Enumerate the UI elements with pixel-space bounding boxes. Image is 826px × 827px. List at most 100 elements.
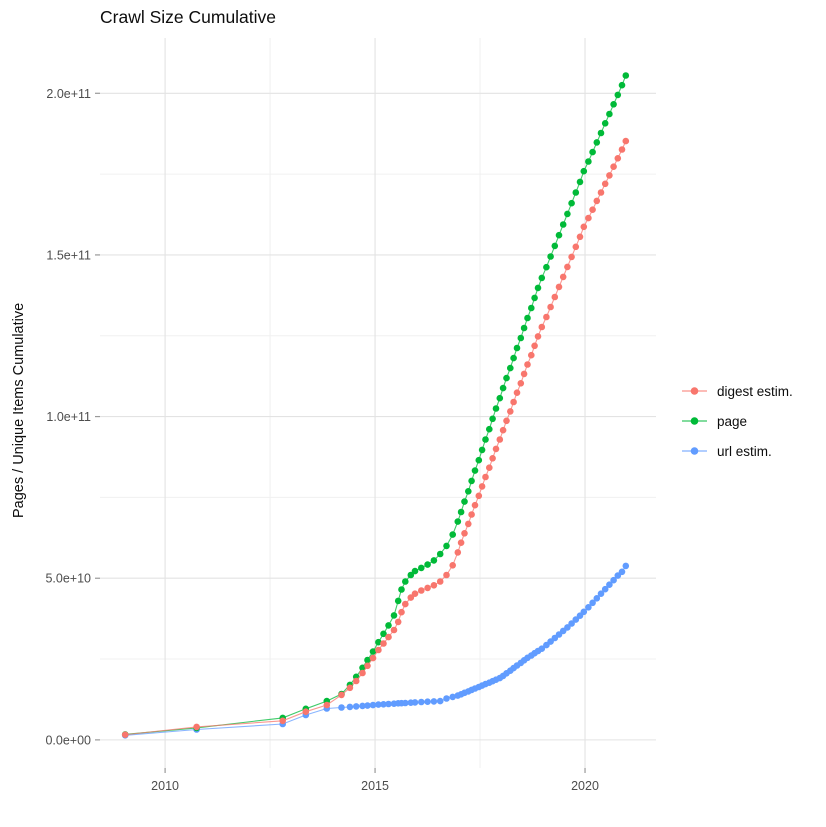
- data-point-digest-estim: [576, 233, 584, 241]
- data-point-page: [593, 139, 601, 146]
- data-point-digest-estim: [369, 654, 377, 662]
- data-point-page: [475, 456, 483, 464]
- data-point-page: [375, 638, 382, 646]
- data-point-url-estim: [572, 616, 580, 623]
- data-point-digest-estim: [407, 594, 415, 601]
- y-tick-label: 0.0e+00: [45, 733, 91, 747]
- data-point-digest-estim: [597, 189, 605, 196]
- data-point-page: [510, 354, 517, 362]
- gridlines-major: [100, 38, 656, 768]
- data-point-page: [454, 518, 462, 525]
- data-point-digest-estim: [454, 549, 462, 556]
- data-point-url-estim: [402, 699, 409, 707]
- data-point-digest-estim: [585, 214, 592, 222]
- data-point-url-estim: [580, 608, 588, 616]
- legend-item-page: page: [681, 414, 793, 429]
- data-point-page: [482, 436, 489, 443]
- data-point-digest-estim: [380, 640, 387, 647]
- data-point-digest-estim: [482, 473, 489, 481]
- data-point-page: [589, 148, 596, 156]
- data-point-page: [402, 578, 409, 585]
- data-point-digest-estim: [528, 351, 535, 359]
- data-point-url-estim: [449, 693, 457, 701]
- data-point-page: [465, 488, 472, 495]
- data-point-digest-estim: [394, 618, 402, 626]
- data-point-digest-estim: [411, 590, 419, 597]
- data-point-url-estim: [443, 695, 450, 702]
- data-point-page: [547, 253, 554, 260]
- data-point-digest-estim: [346, 684, 354, 692]
- legend-key-icon: [682, 417, 707, 425]
- y-tick-label: 2.0e+11: [46, 87, 91, 101]
- data-point-digest-estim: [496, 436, 504, 443]
- legend-label: url estim.: [717, 443, 772, 459]
- data-point-url-estim: [338, 704, 345, 711]
- data-point-digest-estim: [559, 273, 567, 281]
- y-tick-label: 5.0e+10: [45, 572, 91, 586]
- data-point-page: [461, 498, 468, 505]
- data-point-digest-estim: [606, 172, 613, 179]
- data-point-page: [585, 158, 592, 165]
- data-point-page: [496, 394, 504, 402]
- x-tick-label: 2015: [361, 779, 389, 793]
- data-point-digest-estim: [121, 731, 129, 738]
- data-point-digest-estim: [465, 520, 472, 528]
- data-point-page: [411, 567, 419, 575]
- data-point-digest-estim: [503, 417, 510, 425]
- data-point-page: [430, 557, 438, 564]
- data-point-page: [517, 334, 525, 342]
- data-point-page: [436, 550, 444, 558]
- data-point-page: [528, 304, 535, 312]
- gridlines-minor: [100, 38, 656, 768]
- data-point-digest-estim: [489, 455, 496, 462]
- data-point-digest-estim: [520, 370, 528, 378]
- data-point-url-estim: [601, 585, 609, 593]
- data-point-url-estim: [614, 572, 622, 579]
- x-tick-label: 2010: [151, 779, 179, 793]
- data-point-url-estim: [411, 699, 419, 706]
- data-point-url-estim: [375, 701, 382, 708]
- data-point-page: [503, 374, 510, 382]
- data-point-url-estim: [589, 599, 596, 607]
- data-point-digest-estim: [471, 501, 479, 509]
- y-tick-label: 1.5e+11: [46, 248, 91, 262]
- data-point-page: [568, 199, 575, 207]
- legend-key-icon: [682, 447, 707, 455]
- legend-key-icon: [682, 387, 707, 395]
- data-point-digest-estim: [478, 483, 486, 490]
- data-point-page: [380, 630, 387, 638]
- legend: digest estim. page url estim.: [681, 384, 793, 459]
- data-point-page: [468, 477, 475, 485]
- data-point-digest-estim: [492, 445, 500, 453]
- data-point-digest-estim: [543, 313, 550, 321]
- data-point-digest-estim: [547, 303, 554, 311]
- data-point-digest-estim: [622, 137, 630, 145]
- data-point-digest-estim: [364, 662, 371, 670]
- data-point-page: [369, 648, 377, 655]
- data-point-url-estim: [364, 702, 371, 709]
- data-point-digest-estim: [507, 408, 514, 415]
- data-point-page: [597, 129, 605, 137]
- data-point-page: [457, 508, 465, 516]
- data-point-digest-estim: [352, 677, 360, 685]
- data-point-page: [359, 664, 366, 672]
- legend-item-digest-estim: digest estim.: [681, 384, 793, 399]
- data-point-url-estim: [418, 698, 425, 706]
- x-tick-label: 2020: [571, 779, 599, 793]
- data-point-page: [507, 364, 514, 372]
- data-point-page: [385, 622, 392, 629]
- data-point-page: [622, 72, 630, 79]
- data-point-digest-estim: [610, 163, 617, 170]
- data-point-digest-estim: [436, 578, 444, 585]
- data-point-page: [394, 597, 402, 605]
- data-point-digest-estim: [475, 492, 483, 500]
- data-point-digest-estim: [601, 180, 609, 188]
- data-point-digest-estim: [524, 361, 531, 368]
- data-point-digest-estim: [430, 582, 438, 589]
- data-point-page: [398, 586, 405, 593]
- data-point-digest-estim: [589, 206, 596, 213]
- data-point-url-estim: [346, 703, 354, 711]
- data-point-digest-estim: [568, 253, 575, 261]
- data-point-digest-estim: [531, 342, 538, 350]
